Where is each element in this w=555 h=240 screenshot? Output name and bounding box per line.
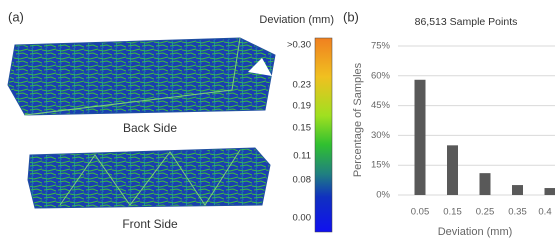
y-tick-label: 0% [376, 190, 390, 201]
y-tick-label: 30% [371, 130, 391, 141]
colorbar-tick-label: 0.11 [293, 151, 311, 162]
bar [545, 188, 555, 195]
colorbar-tick-label: 0.19 [293, 101, 312, 112]
colorbar-tick-label: 0.23 [293, 80, 312, 91]
x-tick-label: 0.35 [508, 207, 527, 218]
colorbar [315, 38, 332, 232]
bar [512, 185, 523, 195]
bar [480, 173, 491, 195]
caption: Front Side [122, 217, 178, 231]
x-axis-label: Deviation (mm) [438, 226, 513, 238]
colorbar-tick-label: 0.00 [293, 213, 312, 224]
y-tick-label: 15% [371, 160, 391, 171]
figure: (a) Back Side Front Side Deviation (mm) … [0, 0, 555, 240]
colorbar-tick-label: >0.30 [287, 40, 311, 51]
colorbar-tick-label: 0.08 [293, 175, 312, 186]
x-tick-label: 0.25 [476, 207, 495, 218]
panel-label: (b) [343, 9, 359, 24]
x-tick-label: 0.05 [411, 207, 430, 218]
chart-title: 86,513 Sample Points [415, 16, 518, 28]
back-scan [8, 38, 275, 115]
x-tick-label: 0.4 [538, 207, 551, 218]
caption: Back Side [123, 121, 177, 135]
y-tick-label: 60% [371, 70, 391, 81]
panel-label: (a) [8, 9, 24, 24]
y-axis-label: Percentage of Samples [352, 62, 364, 177]
colorbar-tick-label: 0.15 [293, 123, 312, 134]
y-tick-label: 75% [371, 41, 391, 52]
x-tick-label: 0.15 [443, 207, 462, 218]
bar [415, 80, 426, 195]
y-tick-label: 45% [371, 100, 391, 111]
bar [447, 145, 458, 195]
colorbar-title: Deviation (mm) [259, 14, 334, 26]
